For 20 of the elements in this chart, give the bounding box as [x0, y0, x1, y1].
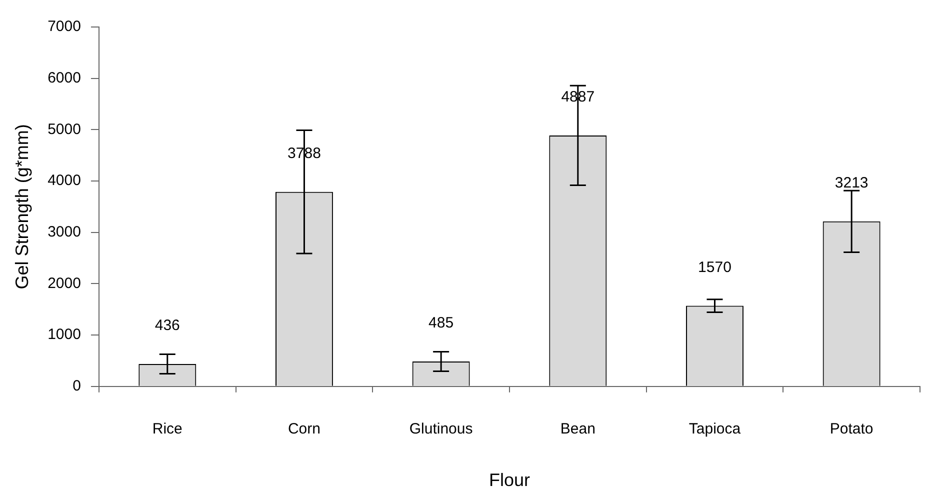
x-tick-label: Tapioca — [688, 420, 742, 438]
y-tick-label: 5000 — [48, 120, 81, 138]
y-tick-label: 4000 — [48, 172, 81, 190]
x-axis-title: Flour — [488, 470, 530, 490]
x-tick-label: Glutinous — [409, 420, 473, 438]
y-tick-label: 6000 — [48, 69, 81, 86]
y-tick-label: 3000 — [48, 224, 81, 241]
y-tick-label: 1000 — [48, 326, 81, 344]
y-tick-label: 2000 — [48, 274, 81, 292]
x-tick-label: Potato — [830, 420, 874, 438]
x-tick-label: Corn — [288, 420, 320, 438]
data-label: 485 — [428, 314, 454, 332]
data-label: 1570 — [698, 258, 732, 276]
y-tick-label: 0 — [72, 378, 81, 395]
y-tick-label: 7000 — [48, 18, 81, 36]
data-label: 3213 — [834, 174, 868, 192]
data-label: 436 — [154, 317, 180, 334]
y-axis-title: Gel Strength (g*mm) — [12, 124, 32, 290]
x-tick-label: Rice — [152, 420, 182, 438]
x-tick-label: Bean — [560, 420, 596, 438]
